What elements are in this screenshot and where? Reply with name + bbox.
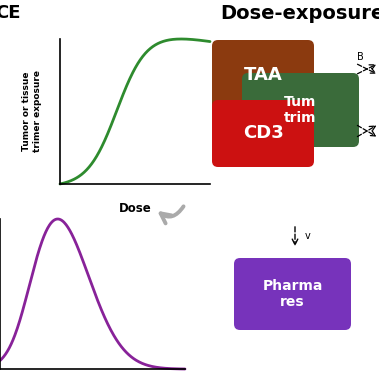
FancyBboxPatch shape: [234, 258, 351, 330]
Text: v: v: [305, 231, 311, 241]
FancyArrowPatch shape: [161, 206, 183, 223]
Text: Dose-exposure: Dose-exposure: [220, 4, 379, 23]
Text: Tumor or tissue
trimer exposure: Tumor or tissue trimer exposure: [22, 70, 42, 152]
Text: TAA: TAA: [244, 66, 282, 84]
FancyBboxPatch shape: [242, 73, 359, 147]
Text: B: B: [357, 52, 364, 62]
Text: CD3: CD3: [243, 124, 283, 143]
Text: CE: CE: [0, 4, 20, 22]
Text: Pharma
res: Pharma res: [262, 279, 323, 309]
FancyBboxPatch shape: [212, 100, 314, 167]
Text: Dose: Dose: [119, 202, 151, 215]
FancyBboxPatch shape: [212, 40, 314, 110]
Text: Tum
trim: Tum trim: [284, 95, 317, 125]
